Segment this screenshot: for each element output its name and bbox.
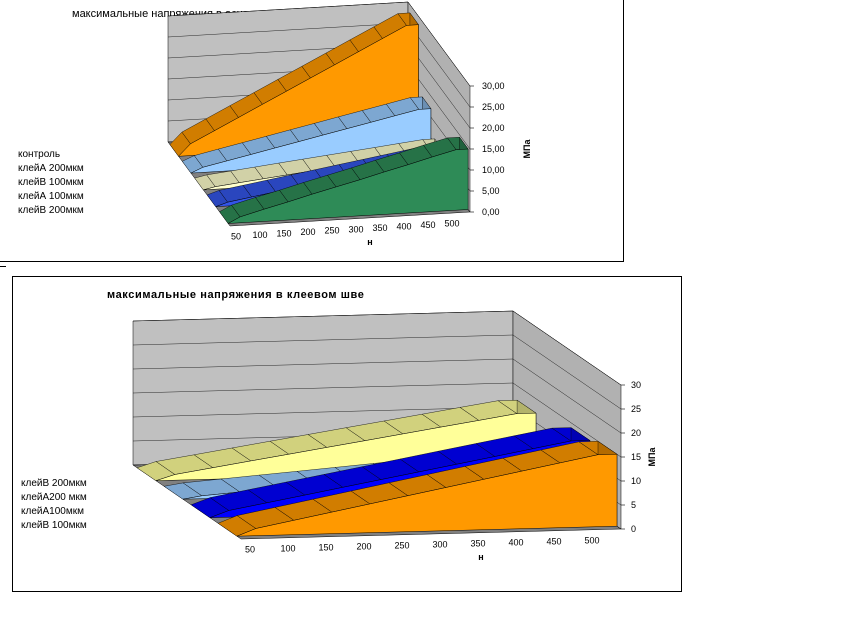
legend-entry: клейА100мкм: [21, 506, 84, 517]
chart-panel-base-stress: максимальные напряжения в основании конт…: [0, 0, 624, 262]
x-tick-label: 150: [318, 543, 333, 553]
x-tick-label: 100: [280, 544, 295, 554]
y-tick-label: 10: [631, 476, 641, 486]
y-tick-label: 20: [631, 428, 641, 438]
legend-entry: контроль: [18, 149, 61, 160]
stray-mark: [0, 266, 6, 267]
x-tick-label: 400: [508, 538, 523, 548]
legend: клейВ 200мкм клейА200 мкм клейА100мкм кл…: [21, 477, 87, 533]
y-tick-label: 0: [631, 524, 636, 534]
legend-entry: клейВ 100мкм: [21, 520, 87, 531]
y-tick-label: 15: [631, 452, 641, 462]
y-tick-label: 20,00: [482, 123, 505, 133]
chart-plot-3d: 50 100 150 200 250 300 350 400 450 500 н 0 5 10 15 20 25…: [132, 310, 657, 562]
y-axis-title: МПа: [522, 139, 532, 159]
x-tick-label: 200: [300, 227, 315, 237]
x-axis-title: н: [367, 237, 372, 247]
y-tick-label: 5: [631, 500, 636, 510]
legend-entry: клейВ 200мкм: [18, 205, 84, 216]
x-tick-label: 300: [348, 224, 363, 234]
x-tick-label: 250: [394, 541, 409, 551]
x-tick-label: 400: [396, 222, 411, 232]
x-tick-label: 100: [252, 230, 267, 240]
x-tick-label: 300: [432, 540, 447, 550]
y-tick-label: 0,00: [482, 207, 500, 217]
y-tick-label: 10,00: [482, 165, 505, 175]
y-tick-label: 15,00: [482, 144, 505, 154]
series-ribbon: [236, 453, 618, 537]
gridline: [132, 358, 622, 434]
gridline: [167, 1, 471, 87]
legend-entry: клейВ 100мкм: [18, 177, 84, 188]
x-tick-label: 500: [584, 536, 599, 546]
x-tick-label: 150: [276, 229, 291, 239]
x-tick-label: 250: [324, 226, 339, 236]
y-tick-label: 25: [631, 404, 641, 414]
x-tick-label: 350: [470, 539, 485, 549]
x-tick-label: 450: [420, 220, 435, 230]
legend-entry: клейВ 200мкм: [21, 478, 87, 489]
gridline: [132, 382, 622, 458]
series-ribbon: [227, 148, 469, 224]
legend-entry: клейА 100мкм: [18, 191, 84, 202]
gridline: [132, 310, 622, 386]
x-tick-label: 200: [356, 542, 371, 552]
y-tick-label: 5,00: [482, 186, 500, 196]
chart-plot-3d: 50 100 150 200 250 300 350 400 450 500 н 0,00 5,00 10…: [167, 1, 532, 247]
y-axis-title: МПа: [647, 447, 657, 467]
chart-panel-glue-stress: максимальные напряжения в клеевом шве кл…: [12, 276, 682, 592]
y-tick-label: 30,00: [482, 81, 505, 91]
legend-entry: клейА200 мкм: [21, 492, 87, 503]
x-axis-title: н: [478, 552, 483, 562]
legend: контроль клейА 200мкм клейВ 100мкм клейА…: [18, 148, 84, 218]
x-tick-label: 50: [245, 545, 255, 555]
gridline: [132, 334, 622, 410]
chart-title: максимальные напряжения в клеевом шве: [107, 289, 365, 301]
y-tick-label: 30: [631, 380, 641, 390]
x-tick-label: 350: [372, 223, 387, 233]
x-tick-label: 450: [546, 537, 561, 547]
x-tick-label: 50: [231, 231, 241, 241]
legend-entry: клейА 200мкм: [18, 163, 84, 174]
x-tick-label: 500: [444, 219, 459, 229]
y-tick-label: 25,00: [482, 102, 505, 112]
